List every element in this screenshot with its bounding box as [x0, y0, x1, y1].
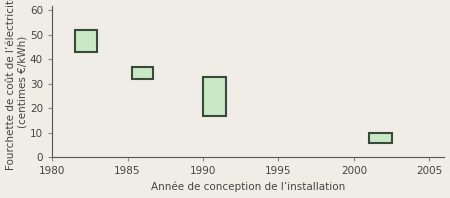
Bar	[369, 133, 392, 143]
Y-axis label: Fourchette de coût de l’électricité
(centimes €/kWh): Fourchette de coût de l’électricité (cen…	[5, 0, 27, 170]
Bar	[132, 67, 153, 79]
X-axis label: Année de conception de l’installation: Année de conception de l’installation	[151, 182, 346, 192]
Bar	[75, 30, 97, 52]
Bar	[203, 77, 225, 116]
